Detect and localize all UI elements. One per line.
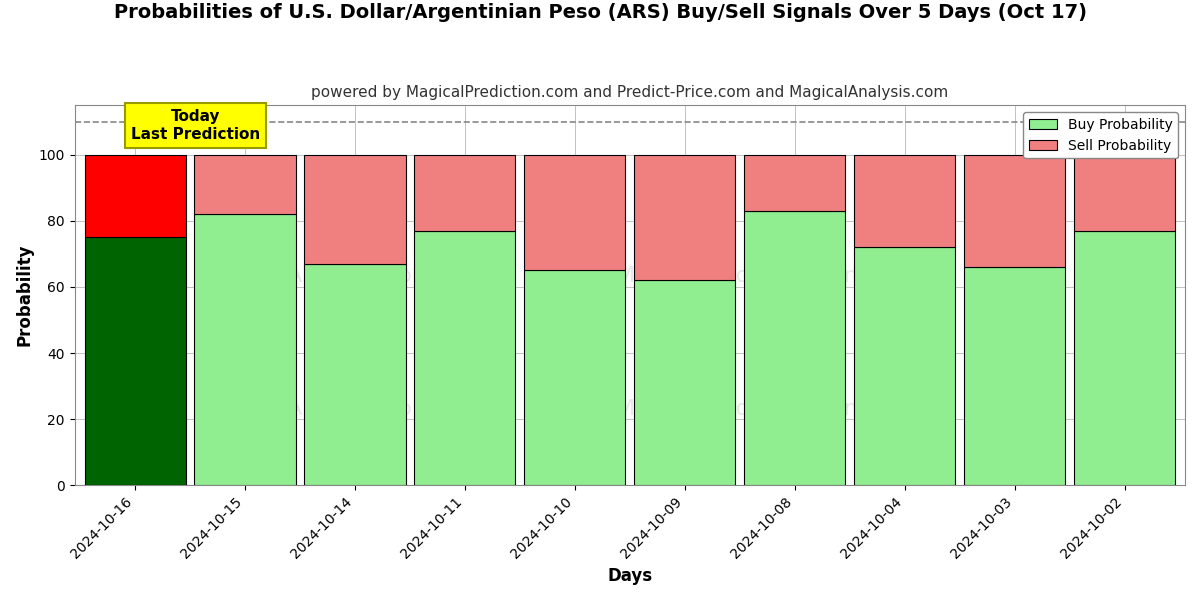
- Bar: [524, 155, 625, 271]
- Text: MagicalAnalysis.com: MagicalAnalysis.com: [203, 266, 434, 286]
- Legend: Buy Probability, Sell Probability: Buy Probability, Sell Probability: [1024, 112, 1178, 158]
- Title: powered by MagicalPrediction.com and Predict-Price.com and MagicalAnalysis.com: powered by MagicalPrediction.com and Pre…: [311, 85, 948, 100]
- Bar: [964, 267, 1066, 485]
- Y-axis label: Probability: Probability: [16, 244, 34, 346]
- Bar: [854, 247, 955, 485]
- Bar: [194, 214, 295, 485]
- Text: MagicalPrediction.com: MagicalPrediction.com: [616, 266, 866, 286]
- Bar: [964, 155, 1066, 267]
- Bar: [84, 155, 186, 238]
- Bar: [305, 155, 406, 264]
- Text: MagicalAnalysis.com: MagicalAnalysis.com: [203, 399, 434, 419]
- Bar: [635, 280, 736, 485]
- Bar: [744, 155, 845, 211]
- Bar: [414, 231, 516, 485]
- Bar: [744, 211, 845, 485]
- Text: MagicalPrediction.com: MagicalPrediction.com: [616, 399, 866, 419]
- Text: Today
Last Prediction: Today Last Prediction: [131, 109, 260, 142]
- Bar: [84, 238, 186, 485]
- Bar: [1074, 231, 1175, 485]
- Bar: [194, 155, 295, 214]
- Bar: [414, 155, 516, 231]
- X-axis label: Days: Days: [607, 567, 653, 585]
- Bar: [635, 155, 736, 280]
- Bar: [854, 155, 955, 247]
- Bar: [524, 271, 625, 485]
- Bar: [1074, 155, 1175, 231]
- Text: Probabilities of U.S. Dollar/Argentinian Peso (ARS) Buy/Sell Signals Over 5 Days: Probabilities of U.S. Dollar/Argentinian…: [114, 3, 1086, 22]
- Bar: [305, 264, 406, 485]
